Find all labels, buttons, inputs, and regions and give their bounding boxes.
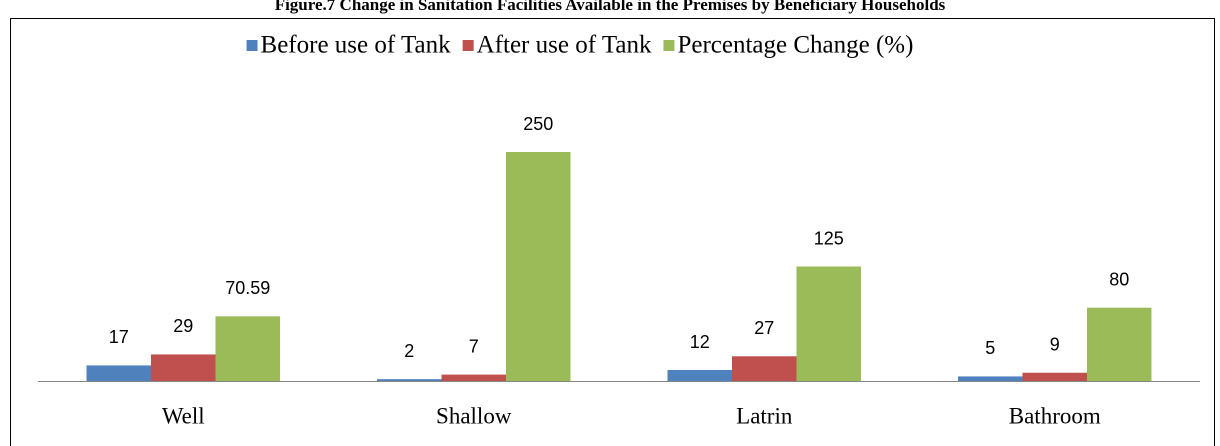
legend-label: Percentage Change (%) [677, 32, 913, 59]
chart-title: Figure.7 Change in Sanitation Facilities… [275, 0, 946, 14]
data-label: 17 [109, 327, 129, 347]
legend-label: After use of Tank [477, 32, 652, 59]
bar [1086, 307, 1152, 381]
data-label: 250 [523, 114, 553, 134]
data-label: 12 [690, 332, 710, 352]
bar [958, 376, 1023, 381]
legend-swatch [462, 40, 474, 51]
x-tick-label: Latrin [736, 403, 793, 428]
bar [796, 266, 861, 381]
bar [1022, 372, 1087, 381]
data-label: 125 [814, 228, 844, 248]
bar [86, 365, 152, 381]
data-label: 5 [985, 338, 995, 358]
data-label: 9 [1050, 335, 1060, 355]
bar [215, 316, 280, 381]
legend-swatch [663, 40, 675, 51]
data-label: 2 [404, 341, 414, 361]
bar [441, 374, 506, 381]
data-label: 80 [1109, 269, 1129, 289]
x-tick-label: Well [162, 403, 205, 428]
legend-label: Before use of Tank [261, 32, 452, 59]
bar [505, 152, 571, 381]
bar [667, 370, 733, 381]
bar [377, 379, 442, 381]
data-label: 70.59 [225, 278, 270, 298]
legend-swatch [246, 40, 258, 51]
chart-border [10, 18, 1215, 446]
data-label: 7 [469, 336, 479, 356]
bar [151, 354, 216, 381]
data-label: 27 [754, 318, 774, 338]
x-tick-label: Shallow [436, 403, 512, 428]
x-tick-label: Bathroom [1009, 403, 1101, 428]
bar [732, 356, 797, 381]
data-label: 29 [173, 316, 193, 336]
